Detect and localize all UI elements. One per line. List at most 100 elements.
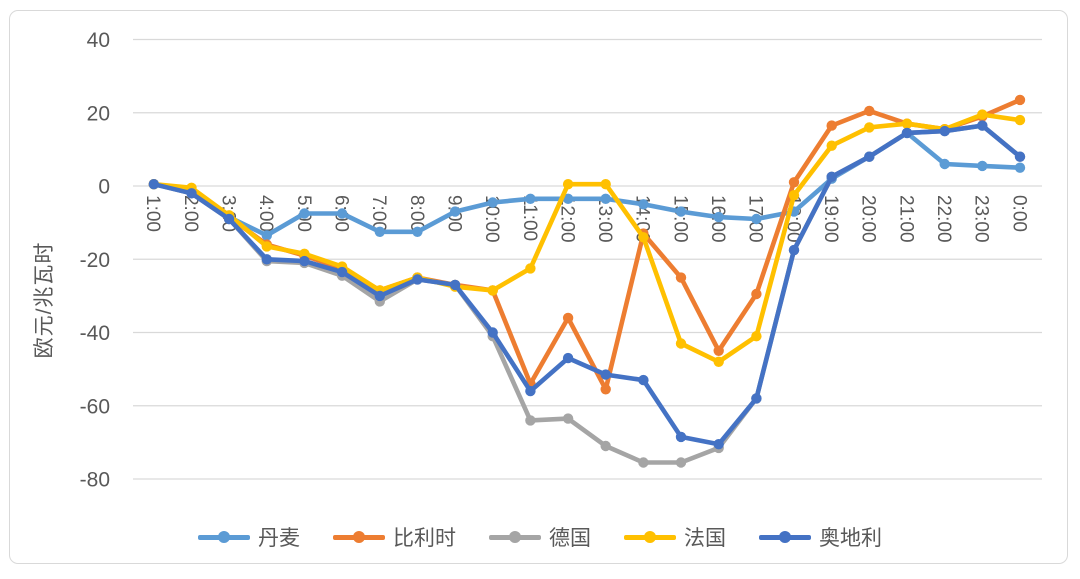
data-point-germany xyxy=(638,457,649,468)
data-point-france xyxy=(600,179,611,190)
x-tick-label: 4:00 xyxy=(255,195,276,232)
legend-marker-germany xyxy=(489,534,541,540)
x-tick-label: 8:00 xyxy=(406,195,427,232)
data-point-denmark xyxy=(638,199,649,210)
x-tick-label: 21:00 xyxy=(895,195,916,243)
data-point-germany xyxy=(562,413,574,424)
data-point-france xyxy=(788,190,800,201)
data-point-denmark xyxy=(412,226,423,237)
data-point-belgium xyxy=(864,105,875,117)
data-point-france xyxy=(901,118,913,129)
data-point-france xyxy=(562,179,574,190)
data-point-austria xyxy=(449,279,461,291)
x-axis-labels: 1:002:003:004:005:006:007:008:009:0010:0… xyxy=(142,195,1029,243)
data-point-france xyxy=(525,263,536,274)
legend-label-germany: 德国 xyxy=(549,527,591,550)
x-tick-label: 2:00 xyxy=(180,195,201,232)
legend-item-germany: 德国 xyxy=(489,522,591,552)
legend-item-austria: 奥地利 xyxy=(759,522,882,552)
data-point-austria xyxy=(901,127,913,139)
data-point-france xyxy=(977,109,988,120)
data-point-belgium xyxy=(826,120,837,131)
data-point-france xyxy=(638,232,649,243)
series-line-austria xyxy=(151,123,1023,447)
data-point-denmark xyxy=(449,206,461,217)
data-point-denmark xyxy=(261,230,272,241)
data-point-austria xyxy=(148,179,159,190)
data-point-france xyxy=(487,285,498,296)
data-point-denmark xyxy=(336,208,348,219)
legend-item-denmark: 丹麦 xyxy=(198,522,300,552)
data-point-belgium xyxy=(713,345,724,356)
x-tick-label: 13:00 xyxy=(594,195,615,243)
data-point-denmark xyxy=(713,211,724,223)
data-point-denmark xyxy=(562,193,574,204)
data-point-austria xyxy=(864,151,875,162)
y-tick-label: 40 xyxy=(87,29,110,52)
data-point-belgium xyxy=(562,312,574,324)
legend-label-belgium: 比利时 xyxy=(393,527,456,550)
y-tick-label: 0 xyxy=(98,176,110,199)
data-point-austria xyxy=(336,266,348,278)
legend-marker-austria xyxy=(759,534,811,540)
data-point-denmark xyxy=(487,197,498,208)
data-point-austria xyxy=(939,125,950,137)
data-point-belgium xyxy=(675,272,687,283)
series-germany xyxy=(148,120,1026,468)
x-tick-label: 12:00 xyxy=(556,195,577,243)
data-point-france xyxy=(826,140,837,151)
data-point-germany xyxy=(525,415,536,426)
data-point-france xyxy=(675,338,687,349)
x-tick-label: 7:00 xyxy=(368,195,389,232)
series-layer xyxy=(148,94,1026,468)
data-point-france xyxy=(751,331,762,342)
data-point-belgium xyxy=(600,384,611,395)
series-line-france xyxy=(151,112,1023,365)
y-tick-label: -60 xyxy=(80,395,110,418)
data-point-denmark xyxy=(525,193,536,204)
data-point-austria xyxy=(675,431,687,443)
data-point-austria xyxy=(638,374,649,386)
data-point-denmark xyxy=(977,160,988,172)
legend-marker-denmark xyxy=(198,534,250,540)
data-point-austria xyxy=(788,244,800,256)
x-tick-label: 15:00 xyxy=(669,195,690,243)
y-tick-label: -20 xyxy=(80,249,110,272)
y-axis-labels: 40 20 0 -20 -40 -60 -80 xyxy=(80,29,110,492)
legend: 丹麦 比利时 德国 法国 奥地利 xyxy=(0,520,1080,554)
x-tick-label: 11:00 xyxy=(519,195,540,241)
data-point-belgium xyxy=(1014,94,1026,106)
x-tick-label: 1:00 xyxy=(142,195,163,232)
gridlines xyxy=(133,38,1042,480)
data-point-belgium xyxy=(751,288,762,300)
data-point-austria xyxy=(412,274,423,285)
legend-item-france: 法国 xyxy=(624,522,726,552)
x-tick-label: 19:00 xyxy=(820,195,841,243)
data-point-germany xyxy=(600,440,611,452)
data-point-france xyxy=(864,122,875,133)
data-point-france xyxy=(261,241,272,252)
x-tick-label: 20:00 xyxy=(858,195,879,243)
data-point-austria xyxy=(525,385,536,397)
data-point-germany xyxy=(675,457,687,468)
x-tick-label: 0:00 xyxy=(1008,195,1029,232)
data-point-austria xyxy=(487,327,498,338)
y-tick-label: -80 xyxy=(80,469,110,492)
legend-label-france: 法国 xyxy=(684,527,726,550)
data-point-austria xyxy=(751,393,762,404)
data-point-austria xyxy=(1014,151,1026,162)
data-point-denmark xyxy=(299,208,310,219)
legend-label-denmark: 丹麦 xyxy=(258,527,300,550)
x-tick-label: 23:00 xyxy=(971,195,992,243)
data-point-austria xyxy=(261,254,272,265)
data-point-austria xyxy=(713,439,724,450)
y-tick-label: 20 xyxy=(87,102,110,125)
legend-marker-france xyxy=(624,534,676,540)
data-point-austria xyxy=(600,369,611,380)
data-point-denmark xyxy=(1014,162,1026,173)
data-point-austria xyxy=(299,255,310,267)
data-point-france xyxy=(299,248,310,259)
data-point-austria xyxy=(186,188,197,199)
data-point-austria xyxy=(374,290,385,302)
